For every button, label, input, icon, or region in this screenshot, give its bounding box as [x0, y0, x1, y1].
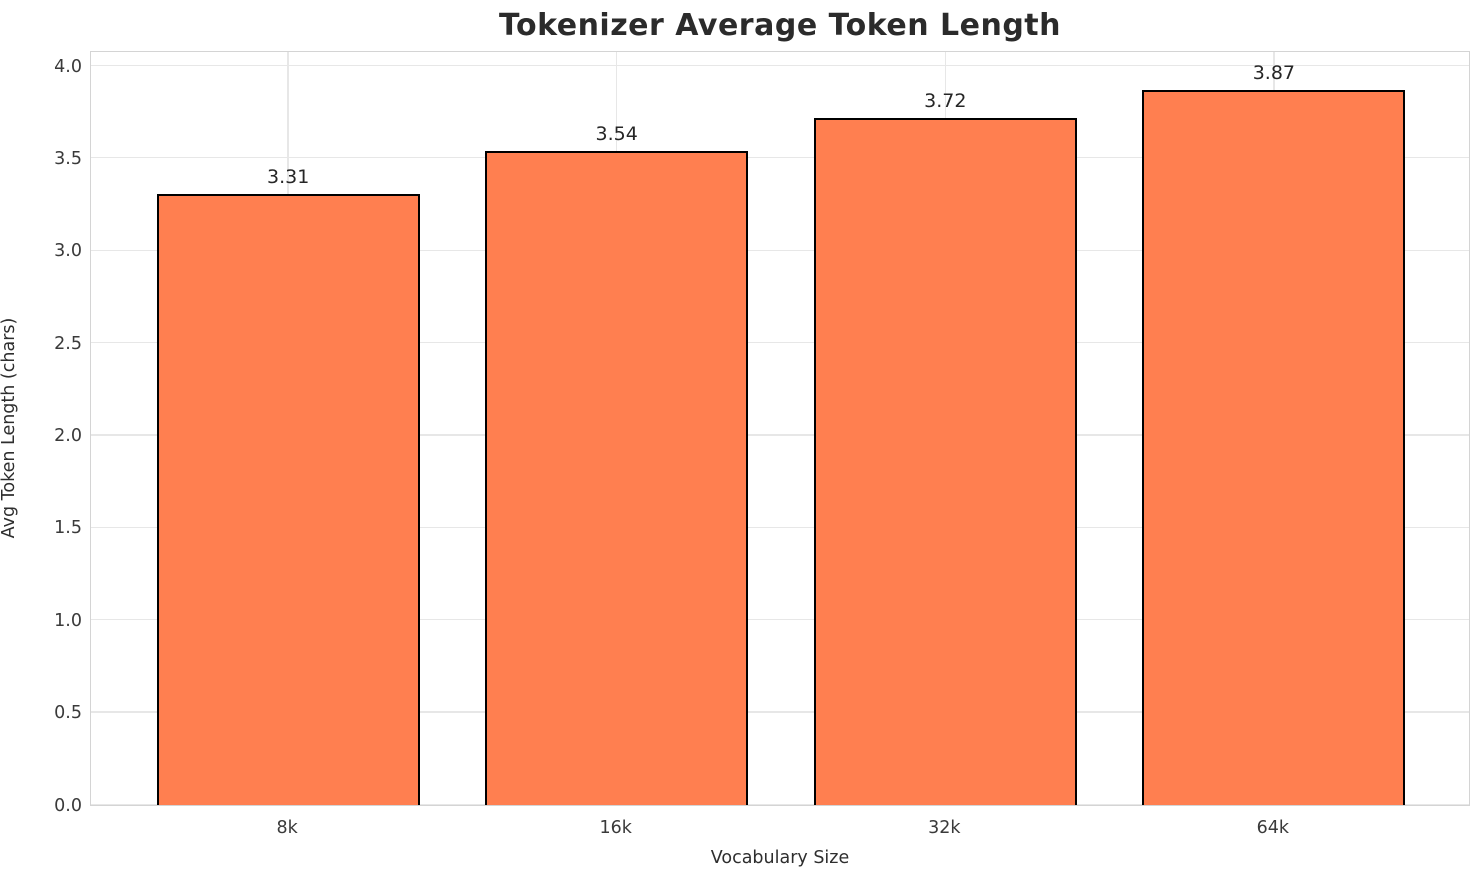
y-tick-label: 3.5: [54, 148, 82, 169]
y-tick-label: 1.0: [54, 610, 82, 631]
h-gridline: [91, 711, 1469, 713]
h-gridline: [91, 526, 1469, 528]
x-axis-ticks: 8k 16k 32k 64k: [90, 818, 1470, 842]
y-tick-label: 0.5: [54, 702, 82, 723]
bar-32k: [813, 117, 1077, 805]
h-gridline: [91, 249, 1469, 251]
bar-value-label-8k: 3.31: [266, 165, 310, 188]
x-tick-label-8k: 8k: [276, 818, 298, 838]
y-tick-label: 2.5: [54, 333, 82, 354]
x-axis-label: Vocabulary Size: [710, 848, 850, 868]
y-axis-label: Avg Token Length (chars): [0, 317, 19, 539]
bar-value-label-64k: 3.87: [1252, 62, 1295, 85]
h-gridline: [91, 803, 1469, 805]
h-gridline: [91, 341, 1469, 344]
x-tick-label-16k: 16k: [599, 818, 632, 838]
bar-value-label-16k: 3.54: [595, 123, 638, 146]
bar-8k: [156, 193, 420, 805]
y-tick-label: 0.0: [54, 795, 82, 816]
h-gridline: [91, 434, 1469, 436]
y-axis-ticks: 0.0 0.5 1.0 1.5 2.0 2.5 3.0 3.5 4.0: [0, 51, 82, 814]
plot-area: 3.31 3.54 3.72 3.87: [90, 51, 1470, 806]
h-gridline: [91, 618, 1469, 621]
h-gridline: [91, 157, 1469, 159]
h-gridline: [91, 64, 1469, 67]
bar-64k: [1142, 90, 1406, 805]
y-tick-label: 3.0: [54, 241, 82, 262]
bar-16k: [485, 151, 749, 805]
chart-title: Tokenizer Average Token Length: [498, 8, 1061, 43]
x-tick-label-64k: 64k: [1256, 818, 1290, 838]
y-tick-label: 2.0: [54, 425, 82, 446]
y-tick-label: 4.0: [54, 56, 82, 77]
bar-value-label-32k: 3.72: [924, 89, 967, 112]
y-tick-label: 1.5: [54, 518, 82, 539]
x-tick-label-32k: 32k: [928, 818, 961, 838]
